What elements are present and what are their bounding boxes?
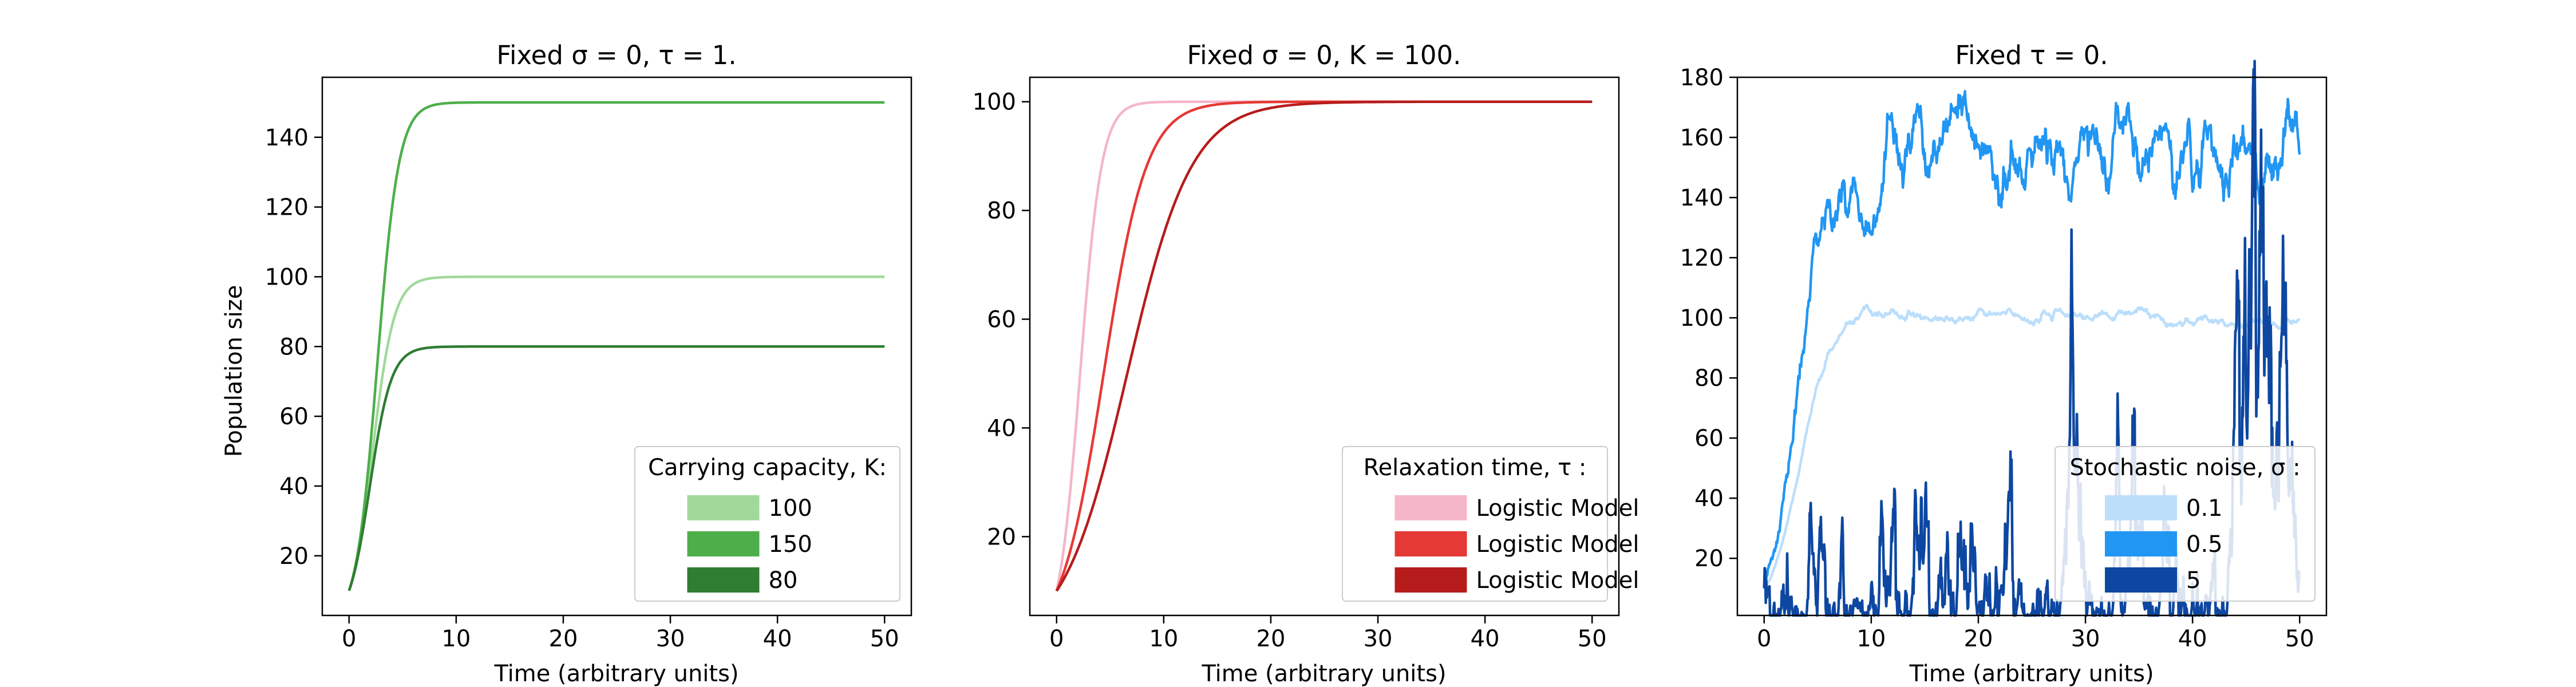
panel-1-y-tick-label: 40 [279,473,309,500]
panel-1-ylabel: Population size [221,285,247,457]
panel-3-legend-label-2: 0.5 [2186,531,2223,558]
panel-1-series-line-3 [347,345,885,591]
panel-2-legend-swatch-2 [1394,531,1467,556]
panel-3-y-tick-label: 180 [1680,65,1724,91]
panel-3-legend-swatch-2 [2105,531,2177,556]
panel-3-y-tick-label: 60 [1694,425,1724,452]
panel-3-y-tick-label: 100 [1680,305,1724,331]
panel-3-legend-label-1: 0.1 [2186,495,2223,522]
panel-3-x-tick-label: 30 [2071,626,2100,652]
panel-2-x-tick-label: 0 [1049,626,1064,652]
panel-3-y-tick-label: 80 [1694,365,1724,392]
panel-1-y-tick-label: 140 [265,125,309,151]
panel-3-legend-swatch-1 [2105,495,2177,520]
panel-2-x-tick-label: 40 [1471,626,1500,652]
panel-3-y-tick-label: 160 [1680,125,1724,151]
panel-1-title: Fixed σ = 0, τ = 1. [496,40,736,70]
panel-2-legend-swatch-3 [1394,567,1467,593]
panel-2-series-line-3 [1055,100,1593,592]
panel-3-axes-frame [1736,76,2328,617]
panel-2-y-tick-label: 80 [987,198,1016,224]
panel-1-legend-title: Carrying capacity, K: [648,455,887,481]
panel-2-legend-label-3: Logistic Model [1476,567,1639,594]
panel-3-series-line-2 [1763,90,2301,589]
panel-1-series-line-1 [347,275,885,591]
panel-3-x-tick-label: 0 [1757,626,1771,652]
panel-2-y-tick-label: 40 [987,415,1016,441]
panel-2-y-tick-label: 60 [987,307,1016,333]
panel-1-legend-label-3: 80 [769,567,798,594]
panel-3-legend-box [2055,446,2316,602]
panel-3-y-tick-label: 40 [1694,485,1724,512]
panel-3-legend-swatch-3 [2105,567,2177,593]
panel-1-legend-swatch-2 [687,531,760,556]
panel-2-y-tick-label: 20 [987,524,1016,550]
panel-1-y-tick-label: 80 [279,334,309,360]
panel-3-x-tick-label: 20 [1964,626,1993,652]
panel-1: Fixed σ = 0, τ = 1. Population size Time… [221,40,912,687]
panel-3-legend: Stochastic noise, σ : 0.1 0.5 5 [2055,446,2316,602]
panel-3-y-tick-label: 20 [1694,546,1724,572]
panel-2-x-tick-label: 10 [1149,626,1178,652]
panel-2-plot-area: 0 10 20 30 40 50 20 40 60 80 100 Relaxation time, τ… [973,76,1639,652]
panel-2-x-tick-label: 50 [1578,626,1607,652]
panel-3-x-tick-label: 50 [2285,626,2314,652]
panel-2-legend-label-1: Logistic Model [1476,495,1639,522]
panel-3-xlabel: Time (arbitrary units) [1909,661,2154,687]
panel-1-x-tick-label: 20 [549,626,578,652]
panel-1-legend-swatch-3 [687,567,760,593]
panel-1-y-tick-label: 60 [279,404,309,430]
panel-3-title: Fixed τ = 0. [1955,40,2108,70]
panel-3: Fixed τ = 0. Time (arbitrary units) 0 10 2… [1680,40,2328,687]
panel-3-x-tick-label: 40 [2178,626,2207,652]
panel-2-xlabel: Time (arbitrary units) [1201,661,1446,687]
panel-2-x-tick-label: 20 [1257,626,1286,652]
panel-2-axes-frame [1029,76,1620,617]
panel-3-series-line-1 [1763,303,2301,590]
panel-2-y-tick-label: 100 [973,89,1016,116]
panel-1-x-tick-label: 40 [763,626,792,652]
panel-1-plot-area: 0 10 20 30 40 50 20 40 60 80 100 120 140 Carrying cap… [265,76,912,652]
panel-1-legend-box [634,446,900,602]
panel-1-x-tick-label: 10 [441,626,471,652]
panel-1-x-tick-label: 0 [342,626,356,652]
panel-3-x-tick-label: 10 [1856,626,1886,652]
panel-2-legend-title: Relaxation time, τ : [1364,455,1587,481]
panel-2-legend: Relaxation time, τ : Logistic Model Logist… [1342,446,1639,602]
panel-1-legend-swatch-1 [687,495,760,520]
panel-1-legend: Carrying capacity, K: 100 150 80 [634,446,900,602]
panel-2-x-tick-label: 30 [1364,626,1393,652]
panel-1-x-tick-label: 30 [656,626,685,652]
panel-1-xlabel: Time (arbitrary units) [493,661,738,687]
panel-3-y-tick-label: 120 [1680,245,1724,271]
panel-1-legend-label-1: 100 [769,495,812,522]
panel-1-y-tick-label: 120 [265,195,309,221]
panel-3-legend-label-3: 5 [2186,567,2200,594]
panel-3-y-tick-label: 140 [1680,185,1724,211]
panel-3-legend-title: Stochastic noise, σ : [2069,455,2300,481]
panel-2-legend-swatch-1 [1394,495,1467,520]
panel-1-y-tick-label: 100 [265,264,309,290]
panel-2: Fixed σ = 0, K = 100. Time (arbitrary un… [973,40,1639,687]
panel-2-title: Fixed σ = 0, K = 100. [1187,40,1461,70]
panel-1-x-tick-label: 50 [870,626,899,652]
panel-2-legend-box [1342,446,1608,602]
panel-1-legend-label-2: 150 [769,531,812,558]
panel-3-plot-area: 0 10 20 30 40 50 20 40 60 80 100 120 140 160 180 Stocha… [1680,60,2328,652]
panel-1-y-tick-label: 20 [279,543,309,570]
panel-1-series-line-2 [347,101,885,591]
panel-2-legend-label-2: Logistic Model [1476,531,1639,558]
